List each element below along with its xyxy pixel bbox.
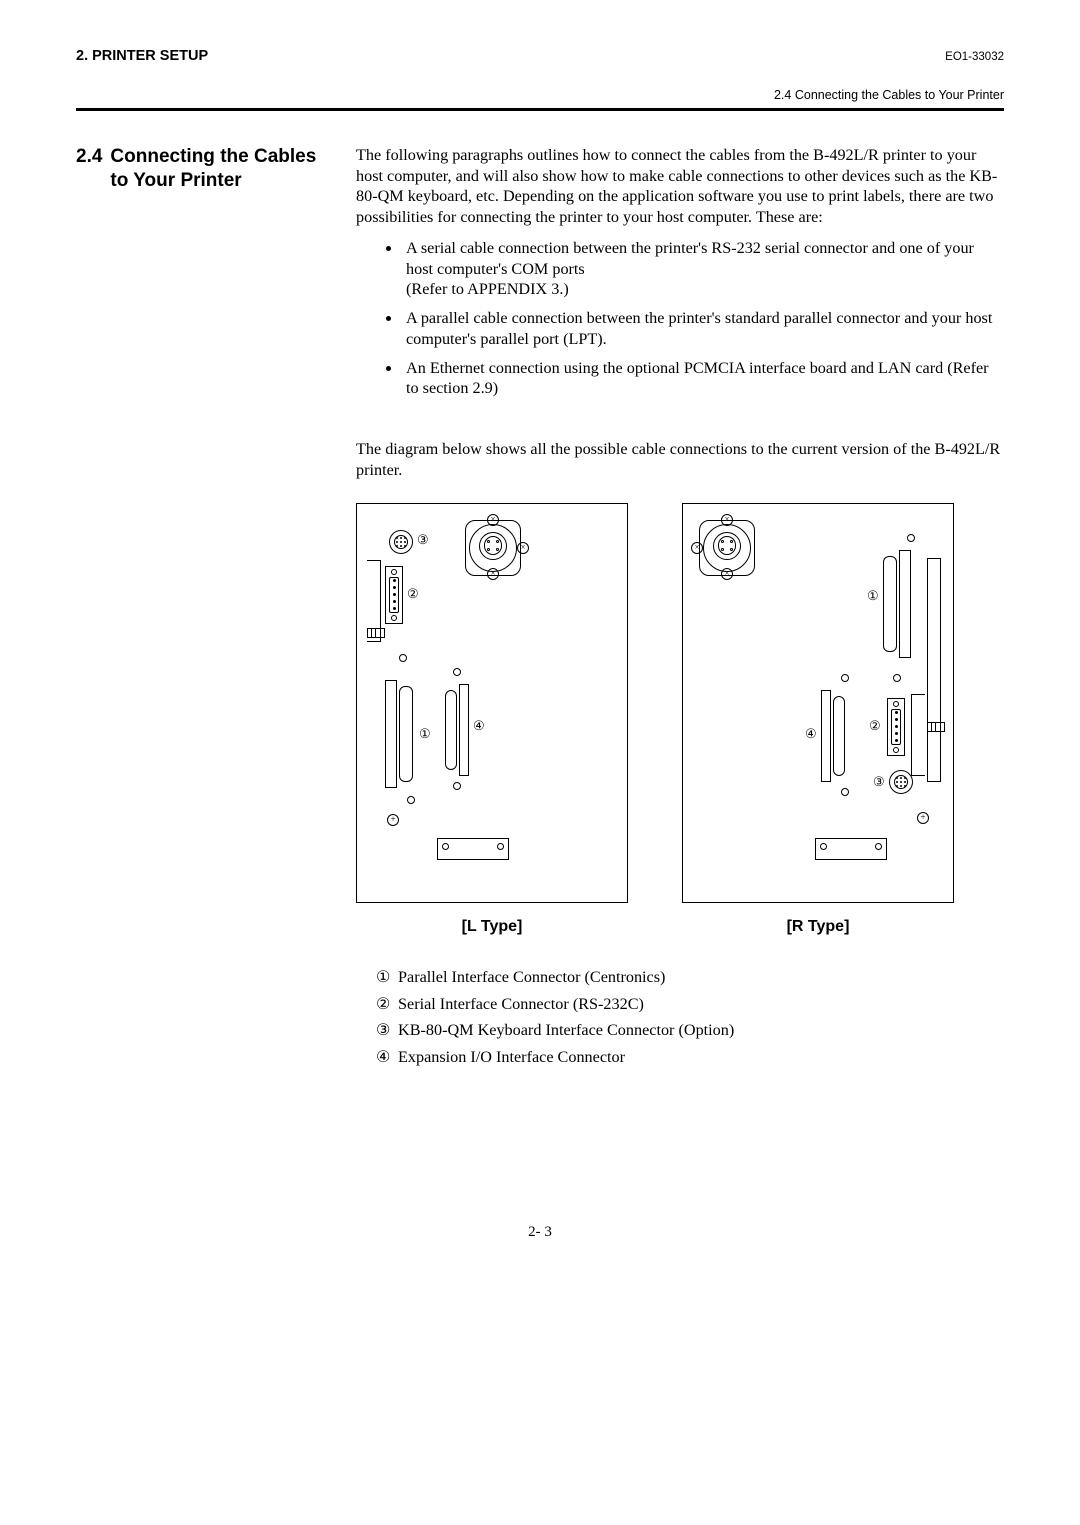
legend-item: ③KB-80-QM Keyboard Interface Connector (… <box>376 1020 1004 1041</box>
diagram-l-type: × × × ③ ② <box>356 503 628 903</box>
screw-icon <box>820 843 827 850</box>
legend-text: Parallel Interface Connector (Centronics… <box>398 968 665 986</box>
hole-icon <box>841 788 849 796</box>
screw-icon: × <box>691 542 703 554</box>
screw-icon: × <box>487 514 499 526</box>
keyboard-connector-icon <box>389 530 413 554</box>
marker-2-icon: ② <box>869 718 881 735</box>
bracket-line <box>367 560 381 642</box>
legend-text: Serial Interface Connector (RS-232C) <box>398 995 644 1013</box>
legend-text: KB-80-QM Keyboard Interface Connector (O… <box>398 1021 734 1039</box>
serial-connector-icon <box>887 698 905 756</box>
marker-4-icon: ④ <box>473 718 485 735</box>
caption-l-type: [L Type] <box>356 917 628 937</box>
marker-2-icon: ② <box>407 586 419 603</box>
hole-icon <box>453 782 461 790</box>
list-item: An Ethernet connection using the optiona… <box>402 358 1004 399</box>
marker-1-icon: ① <box>867 588 879 605</box>
screw-icon: × <box>487 568 499 580</box>
header-docnum: EO1-33032 <box>945 51 1004 63</box>
screw-icon: × <box>721 514 733 526</box>
screw-icon: + <box>917 812 929 824</box>
section-number: 2.4 <box>76 145 102 194</box>
hole-icon <box>399 654 407 662</box>
din-connector-icon <box>479 532 507 560</box>
list-item: A serial cable connection between the pr… <box>402 238 1004 300</box>
legend-item: ②Serial Interface Connector (RS-232C) <box>376 994 1004 1015</box>
plate-icon <box>437 838 509 860</box>
bracket-line <box>911 694 925 776</box>
hole-icon <box>907 534 915 542</box>
hole-icon <box>893 674 901 682</box>
legend-marker: ② <box>376 994 398 1015</box>
caption-r-type: [R Type] <box>682 917 954 937</box>
legend-text: Expansion I/O Interface Connector <box>398 1048 625 1066</box>
keyboard-connector-icon <box>889 770 913 794</box>
intro-paragraph: The following paragraphs outlines how to… <box>356 145 1004 228</box>
screw-icon <box>442 843 449 850</box>
legend-item: ①Parallel Interface Connector (Centronic… <box>376 967 1004 988</box>
marker-3-icon: ③ <box>417 532 429 549</box>
plate-icon <box>815 838 887 860</box>
screw-icon: × <box>517 542 529 554</box>
parallel-assembly <box>883 550 913 658</box>
hole-icon <box>407 796 415 804</box>
section-title: Connecting the Cables to Your Printer <box>110 145 322 194</box>
screw-icon: + <box>387 814 399 826</box>
page-number: 2- 3 <box>76 1224 1004 1241</box>
diagram-r-type: × × × ① ④ <box>682 503 954 903</box>
diagram-row: × × × ③ ② <box>356 503 1004 903</box>
screw-icon: × <box>721 568 733 580</box>
legend-item: ④Expansion I/O Interface Connector <box>376 1047 1004 1068</box>
diagram-intro: The diagram below shows all the possible… <box>356 439 1004 480</box>
screw-icon <box>875 843 882 850</box>
din-connector-icon <box>713 532 741 560</box>
legend-marker: ③ <box>376 1020 398 1041</box>
power-port-icon <box>927 722 945 732</box>
header-rule <box>76 108 1004 111</box>
marker-3-icon: ③ <box>873 774 885 791</box>
marker-1-icon: ① <box>419 726 431 743</box>
header-subsection: 2.4 Connecting the Cables to Your Printe… <box>76 88 1004 102</box>
parallel-assembly <box>385 680 415 788</box>
legend-marker: ④ <box>376 1047 398 1068</box>
list-item: A parallel cable connection between the … <box>402 308 1004 349</box>
marker-4-icon: ④ <box>805 726 817 743</box>
legend-marker: ① <box>376 967 398 988</box>
connector-legend: ①Parallel Interface Connector (Centronic… <box>376 967 1004 1068</box>
expansion-assembly <box>821 690 845 782</box>
hole-icon <box>841 674 849 682</box>
section-heading: 2.4 Connecting the Cables to Your Printe… <box>76 145 322 194</box>
expansion-assembly <box>445 684 469 776</box>
serial-connector-icon <box>385 566 403 624</box>
connection-options-list: A serial cable connection between the pr… <box>402 238 1004 399</box>
side-rail <box>927 558 941 782</box>
screw-icon <box>497 843 504 850</box>
hole-icon <box>453 668 461 676</box>
header-section: 2. PRINTER SETUP <box>76 48 208 64</box>
